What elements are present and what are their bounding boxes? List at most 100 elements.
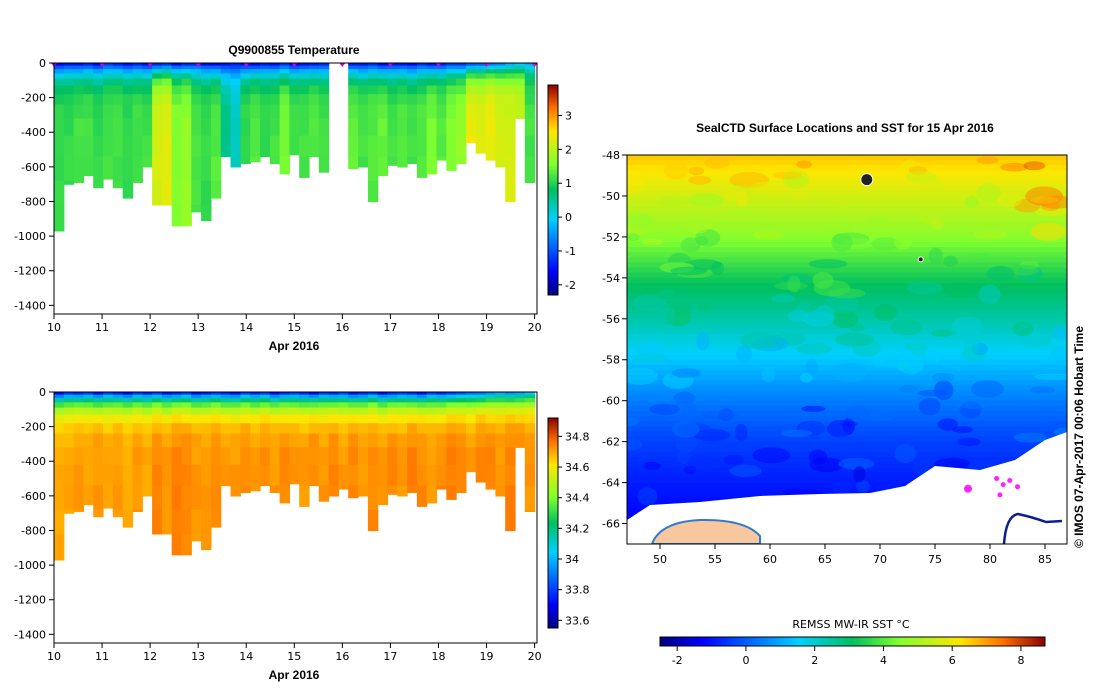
p1-section-cell [279,63,290,67]
p2-x-tick-label: 18 [431,650,445,663]
p1-section-cell [230,85,241,95]
map-x-tick-label: 65 [818,553,832,566]
p1-section-cell [181,73,192,80]
p2-section-cell [132,485,143,511]
sst-texture-patch [801,405,826,412]
p2-section-cell [358,402,369,409]
salinity-panel: 0 -200 -400 -600 -800 -1000 -1200 -1400 10 11 12 1… [14,386,589,682]
p1-section-cell [103,63,114,67]
p2-section-cell [83,423,94,435]
p2-section-cell [210,447,222,466]
p2-section-cell [407,407,418,416]
p2-section-cell [309,414,320,424]
sst-texture-patch [873,304,898,321]
p2-section-cell [152,392,163,396]
p1-section-cell [161,156,173,182]
p2-section-cell [377,485,389,506]
p2-section-cell [240,485,251,493]
p1-section-cell [289,85,300,95]
p1-section-cell [505,69,516,74]
p1-section-cell [54,78,65,87]
p1-section-cell [446,104,457,119]
map-x-tick-label: 70 [873,553,887,566]
p2-section-cell [269,392,281,396]
p2-section-cell [426,423,438,435]
p1-section-cell [465,104,477,119]
temperature-title: Q9900855 Temperature [228,43,360,57]
p2-section-cell [63,407,75,416]
p2-section-cell [475,407,487,416]
p2-section-cell [171,402,183,409]
p2-section-cell [73,414,84,424]
p2-section-cell [122,509,134,528]
p2-section-cell [475,414,487,424]
p2-section-cell [505,433,516,448]
sst-texture-patch [894,444,917,463]
p2-section-cell [63,464,75,487]
p2-section-cell [83,447,94,466]
sst-texture-patch [1009,264,1039,276]
temperature-plot-frame [53,62,538,315]
p2-section-cell [54,394,65,399]
p1-section-cell [83,135,94,158]
p2-section-cell [475,394,487,399]
p1-section-cell [436,135,447,158]
p1-section-cell [122,69,134,74]
sst-texture-patch [871,237,901,251]
p2-section-cell [210,398,222,403]
p2-section-cell [210,509,222,528]
p2-section-cell [358,464,369,487]
p1-section-cell [63,65,75,70]
p2-section-cell [338,433,349,448]
p2-section-cell [407,402,418,409]
p2-section-cell [377,398,389,403]
p2-section-cell [495,433,506,448]
p2-section-cell [367,394,379,399]
p1-section-cell [93,65,104,70]
p2-section-cell [456,402,467,409]
sst-texture-patch [740,331,776,350]
p2-section-cell [279,464,290,487]
sst-texture-patch [931,329,952,338]
p2-section-cell [407,398,418,403]
p1-section-cell [201,135,212,158]
p2-section-cell [397,392,408,396]
p2-section-cell [446,392,457,396]
p2-x-tick-label: 20 [528,650,542,663]
sst-texture-patch [761,367,776,383]
p1-section-cell [171,63,183,67]
p1-section-cell [358,156,369,168]
p1-section-cell [485,156,496,161]
p1-x-tick-label: 18 [431,321,445,334]
p2-section-cell [152,509,163,535]
p1-section-cell [505,156,516,182]
p1-section-cell [524,135,536,158]
p1-section-cell [456,118,467,137]
p1-section-cell [201,63,212,67]
map-y-tick-label: -48 [602,149,620,162]
p1-section-cell [210,118,222,137]
p2-section-cell [465,423,477,435]
sst-texture-patch [646,415,667,428]
p2-section-cell [142,447,153,466]
sst-texture-patch [1012,321,1034,337]
p2-section-cell [181,485,192,511]
p1-x-tick-label: 13 [191,321,205,334]
p2-section-cell [515,398,526,403]
p1-section-cell [220,65,232,70]
p2-section-cell [73,394,84,399]
p2-section-cell [122,485,134,511]
p2-section-cell [93,407,104,416]
p1-x-tick-label: 19 [480,321,494,334]
p2-section-cell [132,433,143,448]
p2-section-cell [54,423,65,435]
sst-texture-patch [675,433,697,453]
sst-latitude-band [627,344,1067,351]
p2-section-cell [181,402,192,409]
p1-section-cell [309,94,320,106]
sst-texture-patch [834,332,875,347]
p1-section-cell [191,73,202,80]
p2-section-cell [161,433,173,448]
p2-section-cell [387,433,398,448]
p1-section-cell [132,118,143,137]
